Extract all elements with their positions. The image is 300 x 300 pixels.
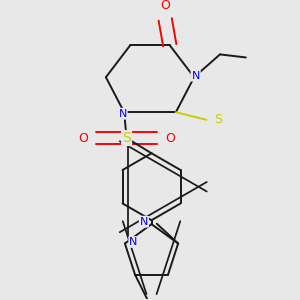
- Text: S: S: [122, 131, 131, 145]
- Text: O: O: [160, 0, 170, 12]
- Text: S: S: [214, 113, 222, 126]
- Text: O: O: [78, 132, 88, 145]
- Text: N: N: [140, 217, 148, 227]
- Text: N: N: [191, 71, 200, 81]
- Text: N: N: [129, 237, 138, 247]
- Text: N: N: [118, 109, 127, 119]
- Text: O: O: [165, 132, 175, 145]
